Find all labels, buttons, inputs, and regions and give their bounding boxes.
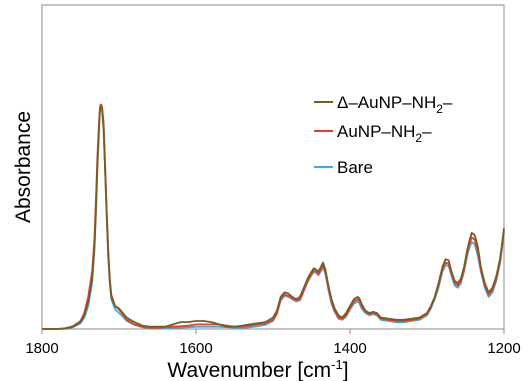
series-line-0 <box>42 106 505 330</box>
x-tick-label-1: 1600 <box>179 340 212 357</box>
plot-frame <box>41 4 505 330</box>
series-layer <box>42 103 505 330</box>
x-tick-label-2: 1400 <box>333 340 366 357</box>
legend-label-0: Δ–AuNP–NH2– <box>337 93 453 116</box>
x-axis-title-sup: -1 <box>331 357 343 372</box>
legend-label-1: AuNP–NH2– <box>337 122 432 145</box>
x-axis-title-end: ] <box>343 359 349 381</box>
x-tick-label-3: 1200 <box>487 340 520 357</box>
x-axis-title-main: Wavenumber [cm <box>167 359 331 381</box>
legend-label-2: Bare <box>337 158 373 177</box>
x-axis-title: Wavenumber [cm-1] <box>167 357 348 381</box>
x-tick-label-0: 1800 <box>25 340 58 357</box>
x-axis-ticks: 1800 1600 1400 1200 <box>25 329 521 357</box>
legend: Δ–AuNP–NH2– AuNP–NH2– Bare <box>314 93 453 177</box>
y-axis-title: Absorbance <box>12 111 35 223</box>
